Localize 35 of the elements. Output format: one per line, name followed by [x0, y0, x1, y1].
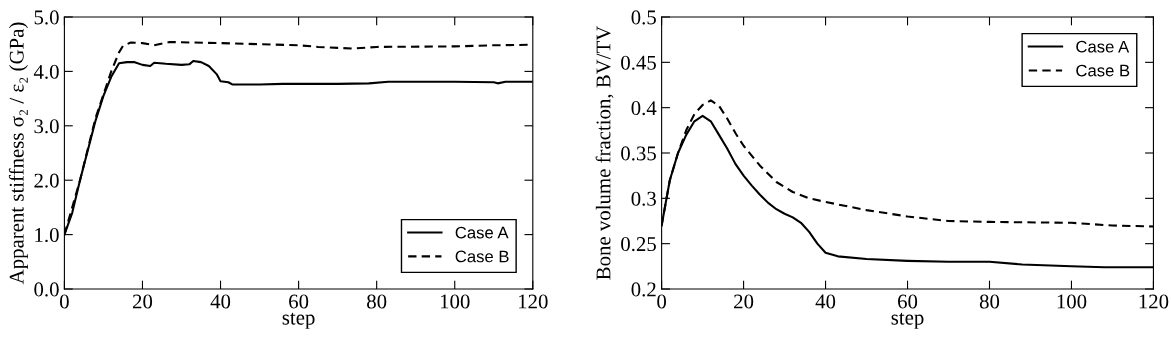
- x-tick-label: 20: [132, 294, 153, 309]
- y-tick-label: 3.0: [34, 119, 59, 134]
- y-tick-label: 2.0: [34, 173, 59, 188]
- x-axis-title: step: [282, 312, 315, 329]
- x-tick-label: 80: [367, 294, 387, 309]
- x-tick-label: 60: [898, 294, 918, 309]
- y-tick-label: 0.25: [621, 237, 656, 252]
- x-tick-label: 120: [519, 294, 548, 309]
- y-tick-label: 4.0: [33, 64, 59, 79]
- y-tick-label: 5.0: [34, 10, 59, 25]
- y-tick-label: 0.3: [631, 191, 656, 206]
- y-tick-label: 0.2: [631, 282, 656, 297]
- x-tick-label: 0: [59, 294, 69, 309]
- x-tick-label: 0: [657, 294, 667, 309]
- x-tick-label: 100: [440, 294, 470, 309]
- y-axis-title: Bone volume fraction, BV/TV: [595, 25, 614, 280]
- x-tick-label: 100: [1057, 294, 1087, 309]
- x-axis-title: step: [891, 312, 924, 329]
- legend-label: Case A: [1076, 40, 1130, 53]
- y-tick-label: 0.5: [631, 10, 656, 25]
- y-axis-title: Apparent stiffness σ₂ / ε₂ (GPa): [8, 22, 28, 285]
- x-tick-label: 120: [1139, 294, 1169, 309]
- x-tick-label: 80: [979, 294, 1000, 309]
- y-tick-label: 0.45: [621, 55, 656, 70]
- legend-label: Case B: [455, 250, 509, 263]
- legend-label: Case B: [1076, 64, 1130, 77]
- y-tick-label: 1.0: [35, 227, 59, 243]
- x-tick-label: 20: [734, 294, 754, 309]
- y-tick-label: 0.35: [621, 146, 656, 161]
- x-tick-label: 60: [289, 294, 309, 309]
- y-tick-label: 0.4: [631, 101, 657, 116]
- x-tick-label: 40: [210, 294, 231, 309]
- legend-label: Case A: [455, 226, 509, 239]
- x-tick-label: 40: [815, 294, 836, 309]
- y-tick-label: 0.0: [34, 282, 59, 297]
